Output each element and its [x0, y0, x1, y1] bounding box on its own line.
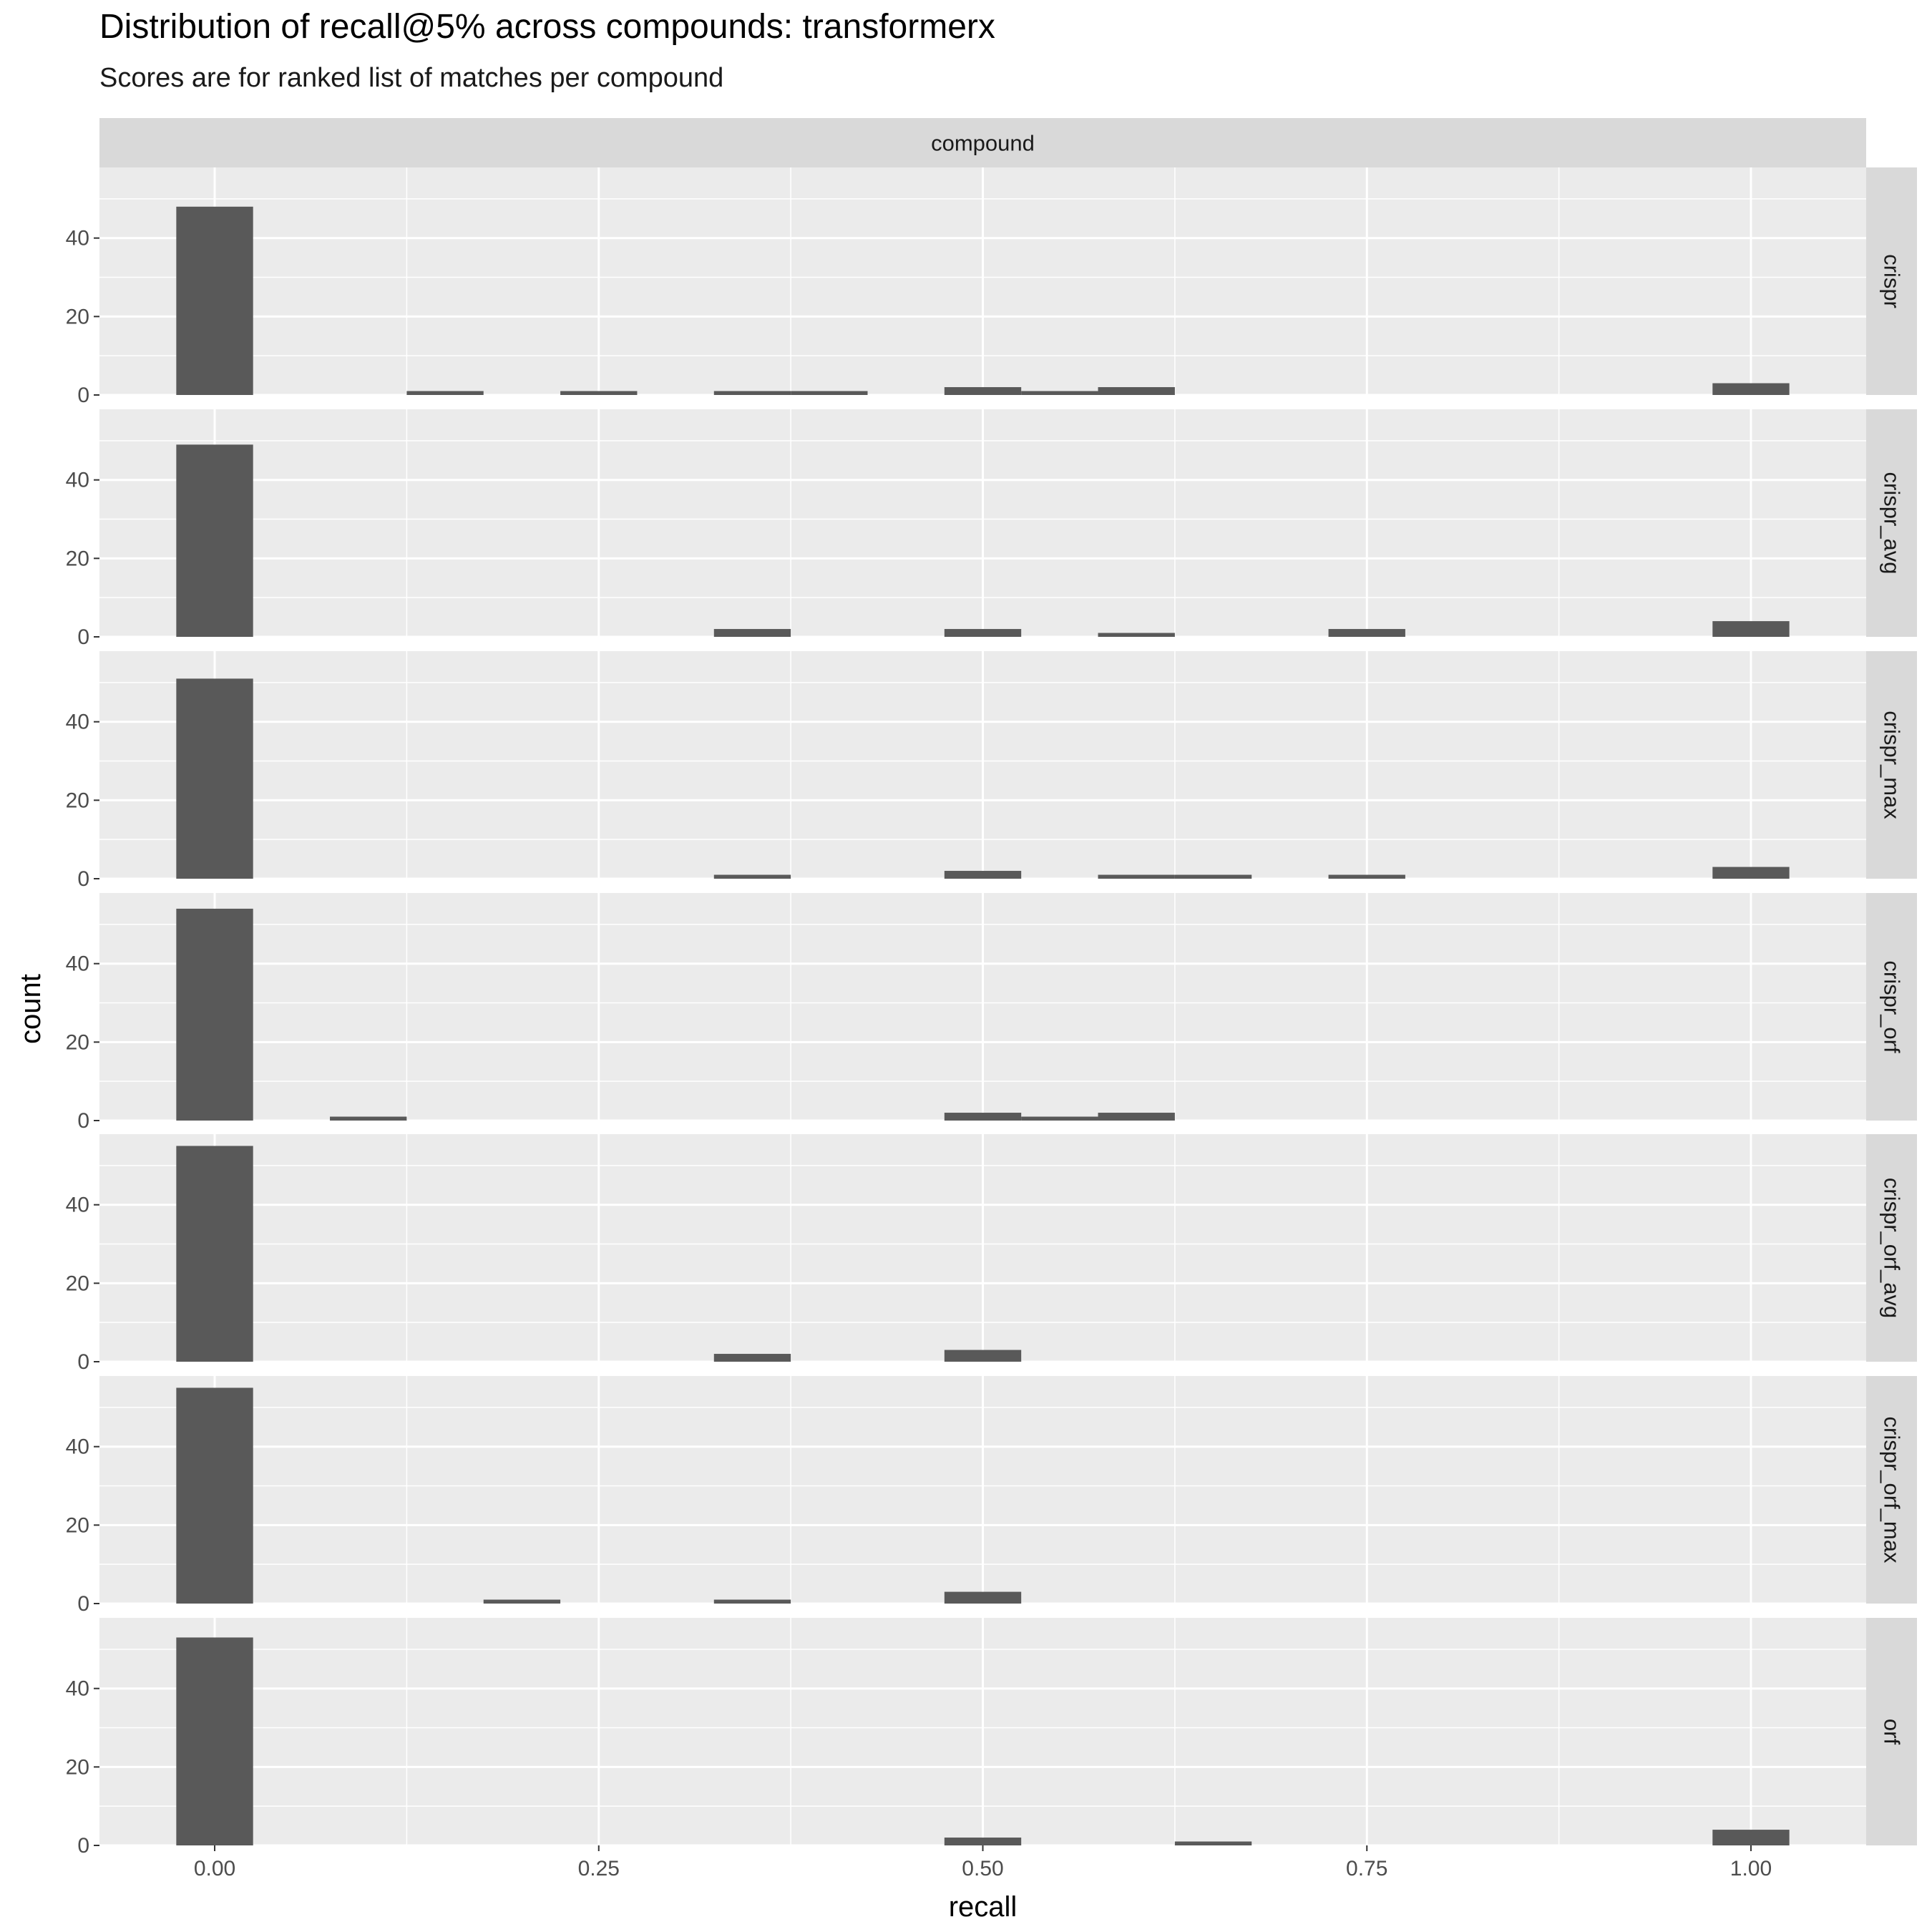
y-tick-label: 40 [66, 1194, 89, 1217]
facet-strip-right [1866, 1618, 1917, 1845]
histogram-bar [713, 874, 791, 879]
facet-strip-right [1866, 1134, 1917, 1362]
y-tick-label: 0 [77, 1592, 89, 1616]
histogram-bar [1098, 387, 1175, 395]
histogram-bar [713, 1599, 791, 1604]
histogram-bar [1098, 1113, 1175, 1121]
y-tick-label: 40 [66, 227, 89, 250]
facet-strip-right [1866, 167, 1917, 395]
histogram-bar [176, 908, 253, 1121]
y-tick-label: 0 [77, 625, 89, 649]
histogram-bar [1328, 629, 1405, 637]
histogram-bar [1712, 1830, 1790, 1845]
histogram-bar [1021, 391, 1098, 395]
histogram-bar [944, 1591, 1022, 1604]
histogram-bar [1174, 874, 1252, 879]
y-tick-label: 20 [66, 1272, 89, 1295]
histogram-bar [1174, 1841, 1252, 1845]
histogram-bar [1712, 867, 1790, 879]
histogram-bar [176, 444, 253, 637]
facet-label: orf [1880, 1719, 1905, 1745]
y-tick-label: 20 [66, 789, 89, 812]
histogram-bar [1098, 874, 1175, 879]
y-tick-label: 20 [66, 305, 89, 328]
y-tick-label: 0 [77, 867, 89, 891]
y-tick-label: 20 [66, 547, 89, 570]
histogram-bar [1328, 874, 1405, 879]
x-tick-label: 0.00 [194, 1857, 235, 1880]
y-tick-label: 40 [66, 1435, 89, 1459]
facet-label: crispr_orf [1880, 960, 1905, 1053]
facet-label: crispr [1880, 254, 1905, 308]
facet-label: crispr_max [1880, 711, 1905, 819]
y-tick-label: 20 [66, 1513, 89, 1537]
histogram-bar [330, 1116, 407, 1121]
histogram-bar [176, 678, 253, 879]
histogram-bar [483, 1599, 561, 1604]
facet-strip-top [99, 118, 1866, 167]
facet-label: crispr_avg [1880, 472, 1905, 575]
facet-strip-right [1866, 1376, 1917, 1604]
histogram-bar [560, 391, 638, 395]
x-tick-label: 0.50 [962, 1857, 1003, 1880]
y-tick-label: 20 [66, 1755, 89, 1779]
facet-strip-right [1866, 893, 1917, 1121]
y-tick-label: 0 [77, 1834, 89, 1858]
histogram-bar [176, 1387, 253, 1604]
facet-strip-right [1866, 651, 1917, 879]
y-tick-label: 0 [77, 1350, 89, 1374]
facet-label: crispr_orf_max [1880, 1417, 1905, 1563]
y-tick-label: 40 [66, 1677, 89, 1701]
y-axis-title: count [15, 974, 47, 1044]
histogram-bar [713, 391, 791, 395]
histogram-bar [944, 1838, 1022, 1845]
facet-label: crispr_orf_avg [1880, 1178, 1905, 1318]
y-tick-label: 0 [77, 1109, 89, 1133]
x-axis-title: recall [949, 1891, 1018, 1923]
histogram-bar [1712, 621, 1790, 637]
x-tick-label: 1.00 [1730, 1857, 1772, 1880]
facet-strip-label: compound [931, 131, 1035, 156]
chart-subtitle: Scores are for ranked list of matches pe… [99, 63, 724, 93]
y-tick-label: 40 [66, 469, 89, 492]
histogram-bar [791, 391, 868, 395]
histogram-bar [406, 391, 484, 395]
histogram-bar [1021, 1116, 1098, 1121]
histogram-bar [944, 1350, 1022, 1362]
histogram-bar [713, 629, 791, 637]
histogram-bar [944, 629, 1022, 637]
facet-strip-right [1866, 409, 1917, 637]
y-tick-label: 40 [66, 711, 89, 734]
histogram-bar [944, 871, 1022, 879]
chart-title: Distribution of recall@5% across compoun… [99, 8, 995, 46]
histogram-bar [944, 1113, 1022, 1121]
histogram-bar [176, 206, 253, 395]
histogram-bar [176, 1146, 253, 1362]
histogram-bar [1712, 383, 1790, 395]
histogram-bar [1098, 633, 1175, 637]
y-tick-label: 20 [66, 1030, 89, 1054]
histogram-bar [176, 1637, 253, 1845]
y-tick-label: 40 [66, 952, 89, 976]
histogram-bar [944, 387, 1022, 395]
histogram-bar [713, 1354, 791, 1362]
y-tick-label: 0 [77, 384, 89, 407]
x-tick-label: 0.75 [1346, 1857, 1387, 1880]
x-tick-label: 0.25 [578, 1857, 620, 1880]
